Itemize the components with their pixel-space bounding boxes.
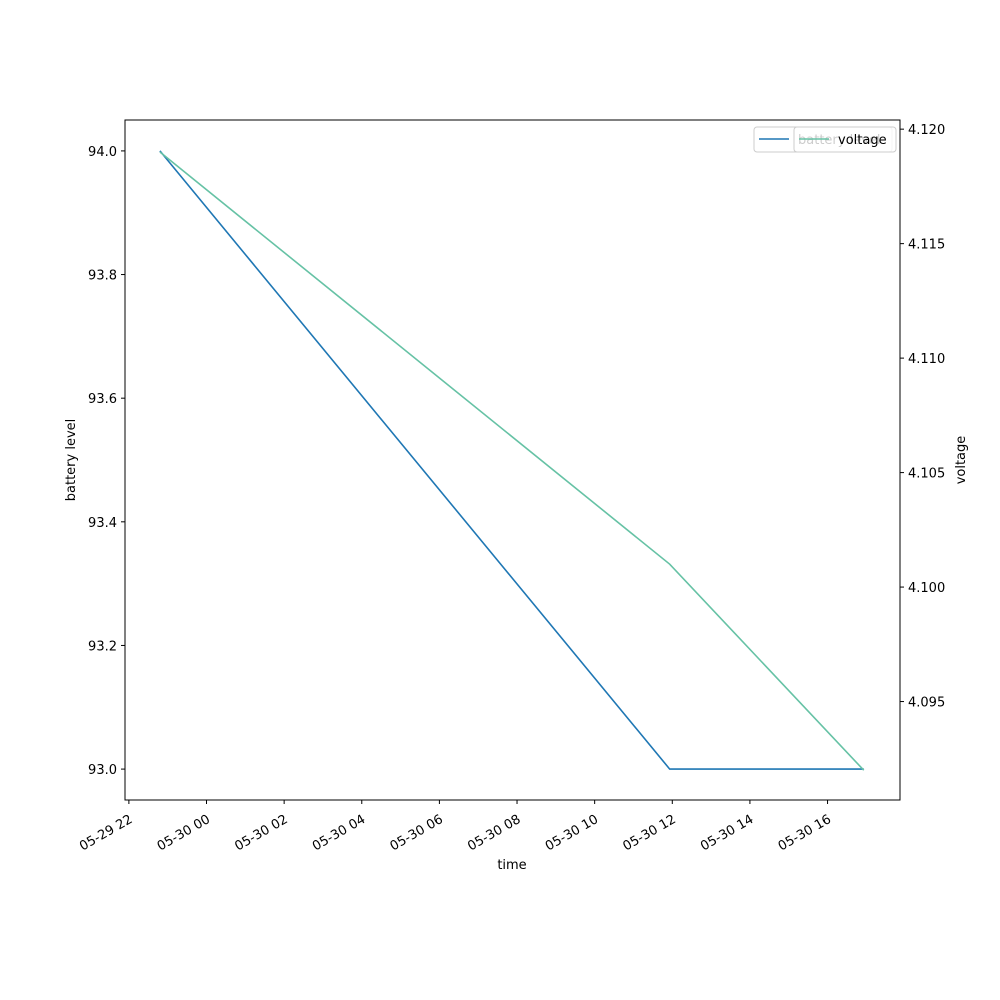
y2-tick-label: 4.120 (908, 123, 945, 138)
legend-box (793, 126, 897, 153)
y-tick-label: 93.0 (88, 763, 117, 778)
x-tick-label: 05-30 02 (232, 812, 290, 854)
y-tick-label: 93.2 (88, 639, 117, 654)
y-tick-label: 93.6 (88, 392, 117, 407)
y2-tick-label: 4.105 (908, 467, 945, 482)
y2-axis-label: voltage (954, 436, 969, 485)
y-tick-label: 93.4 (88, 516, 117, 531)
x-axis-label: time (497, 858, 526, 873)
y-axis-label: battery level (64, 419, 79, 502)
x-tick-label: 05-30 14 (698, 812, 756, 854)
x-tick-label: 05-30 12 (621, 812, 679, 854)
x-tick-label: 05-30 08 (465, 812, 523, 854)
series-line (159, 151, 865, 771)
y-tick-label: 93.8 (88, 269, 117, 284)
y2-tick-label: 4.115 (908, 238, 945, 253)
y2-tick-label: 4.110 (908, 352, 945, 367)
x-tick-label: 05-30 06 (388, 812, 446, 854)
x-tick-label: 05-30 04 (310, 812, 368, 854)
x-tick-label: 05-30 16 (776, 812, 834, 854)
x-tick-label: 05-29 22 (77, 812, 135, 854)
y2-tick-label: 4.095 (908, 696, 945, 711)
x-tick-label: 05-30 00 (155, 812, 213, 854)
plot-frame (124, 119, 901, 801)
y-tick-label: 94.0 (88, 145, 117, 160)
x-tick-label: 05-30 10 (543, 812, 601, 854)
y2-tick-label: 4.100 (908, 581, 945, 596)
series-line (159, 150, 864, 770)
legend-label: voltage (838, 133, 887, 148)
